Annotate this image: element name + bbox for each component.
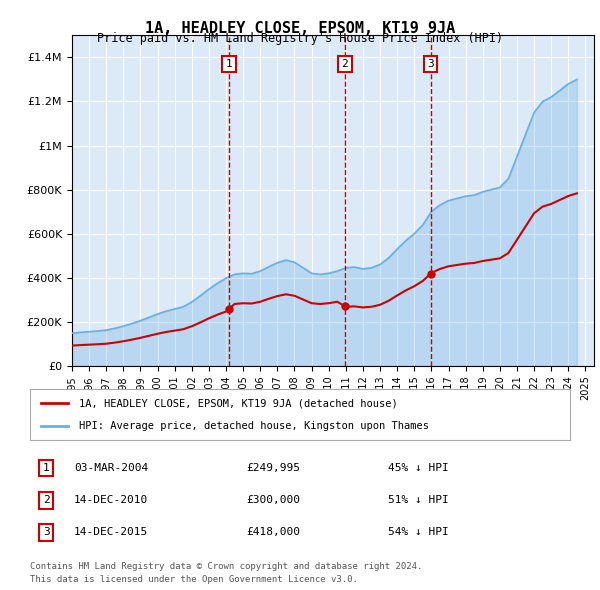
Text: 1A, HEADLEY CLOSE, EPSOM, KT19 9JA (detached house): 1A, HEADLEY CLOSE, EPSOM, KT19 9JA (deta… [79, 398, 397, 408]
Text: 2: 2 [43, 495, 50, 505]
Text: £418,000: £418,000 [246, 527, 300, 537]
Text: 1: 1 [43, 463, 50, 473]
Text: Contains HM Land Registry data © Crown copyright and database right 2024.: Contains HM Land Registry data © Crown c… [30, 562, 422, 571]
Text: This data is licensed under the Open Government Licence v3.0.: This data is licensed under the Open Gov… [30, 575, 358, 584]
Text: 3: 3 [427, 59, 434, 69]
Text: 1: 1 [226, 59, 232, 69]
Text: 3: 3 [43, 527, 50, 537]
Text: £300,000: £300,000 [246, 495, 300, 505]
Text: 45% ↓ HPI: 45% ↓ HPI [388, 463, 449, 473]
Text: 2: 2 [341, 59, 349, 69]
Text: £249,995: £249,995 [246, 463, 300, 473]
Text: 51% ↓ HPI: 51% ↓ HPI [388, 495, 449, 505]
Text: 14-DEC-2010: 14-DEC-2010 [74, 495, 148, 505]
Text: 14-DEC-2015: 14-DEC-2015 [74, 527, 148, 537]
Text: 1A, HEADLEY CLOSE, EPSOM, KT19 9JA: 1A, HEADLEY CLOSE, EPSOM, KT19 9JA [145, 21, 455, 35]
Text: HPI: Average price, detached house, Kingston upon Thames: HPI: Average price, detached house, King… [79, 421, 428, 431]
Text: 03-MAR-2004: 03-MAR-2004 [74, 463, 148, 473]
Text: Price paid vs. HM Land Registry's House Price Index (HPI): Price paid vs. HM Land Registry's House … [97, 32, 503, 45]
Text: 54% ↓ HPI: 54% ↓ HPI [388, 527, 449, 537]
